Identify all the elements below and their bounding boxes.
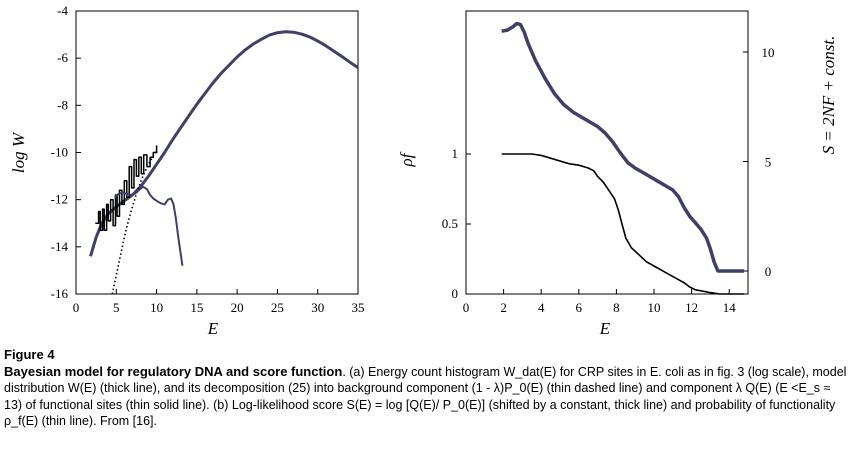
y-tick-label: -4 [57,3,68,18]
x-tick-label: 14 [723,300,737,315]
x-tick-label: 20 [231,300,244,315]
x-tick-label: 10 [648,300,661,315]
caption-title: Bayesian model for regulatory DNA and sc… [4,363,343,379]
panel-a: 0 5 10 15 20 25 30 35 -16 -14 -12 -10 -8 -6 -4 E log W [9,3,365,338]
figure-4-plots: 0 5 10 15 20 25 30 35-16-14-12-10-8-6-4 E log W… [9,3,838,338]
x-tick-label: 15 [190,300,203,315]
x-tick-label: 30 [311,300,324,315]
y-tick-label: -16 [51,286,69,301]
x-tick-label: 5 [113,300,120,315]
panel-b-ylabel-right: S = 2NF + const. [819,36,838,155]
series-background-dashed [111,149,158,295]
x-tick-label: 12 [685,300,698,315]
panel-b-ylabel-left: ρf [397,151,416,167]
y-tick-label: -6 [57,50,68,65]
series-rho-thin [501,153,745,295]
y-tick-label-right: 10 [762,45,775,60]
x-tick-label: 35 [352,300,365,315]
series-histogram [95,145,158,232]
figure-number: Figure 4 [4,347,55,362]
y-tick-label: -12 [51,192,68,207]
y-tick-label: -8 [57,97,68,112]
y-tick-label-left: 0.5 [442,216,458,231]
y-tick-label-right: 0 [765,264,772,279]
x-tick-label: 10 [150,300,163,315]
x-tick-label: 0 [463,300,470,315]
series-model-thick [89,30,359,257]
series-score-thick [501,21,745,273]
y-tick-label-right: 5 [765,155,772,170]
panel-a-ylabel: log W [9,131,28,173]
x-tick-label: 4 [538,300,545,315]
y-tick-label: -10 [51,145,68,160]
y-tick-label: -14 [51,239,69,254]
panel-b-xlabel: E [599,319,611,338]
panel-a-xlabel: E [207,319,219,338]
panel-a-frame [75,10,359,295]
caption-body: . (a) Energy count histogram W_dat(E) fo… [4,364,847,429]
x-tick-label: 2 [500,300,507,315]
series-functional-thin [114,185,184,266]
y-tick-label-left: 0 [452,286,459,301]
figure-caption: Figure 4 Bayesian model for regulatory D… [4,347,850,430]
caption-text: Bayesian model for regulatory DNA and sc… [4,364,850,430]
x-tick-label: 0 [73,300,80,315]
x-tick-label: 8 [613,300,620,315]
y-tick-label-left: 1 [452,146,459,161]
panel-b-frame [465,10,749,295]
x-tick-label: 25 [271,300,284,315]
x-tick-label: 6 [576,300,583,315]
